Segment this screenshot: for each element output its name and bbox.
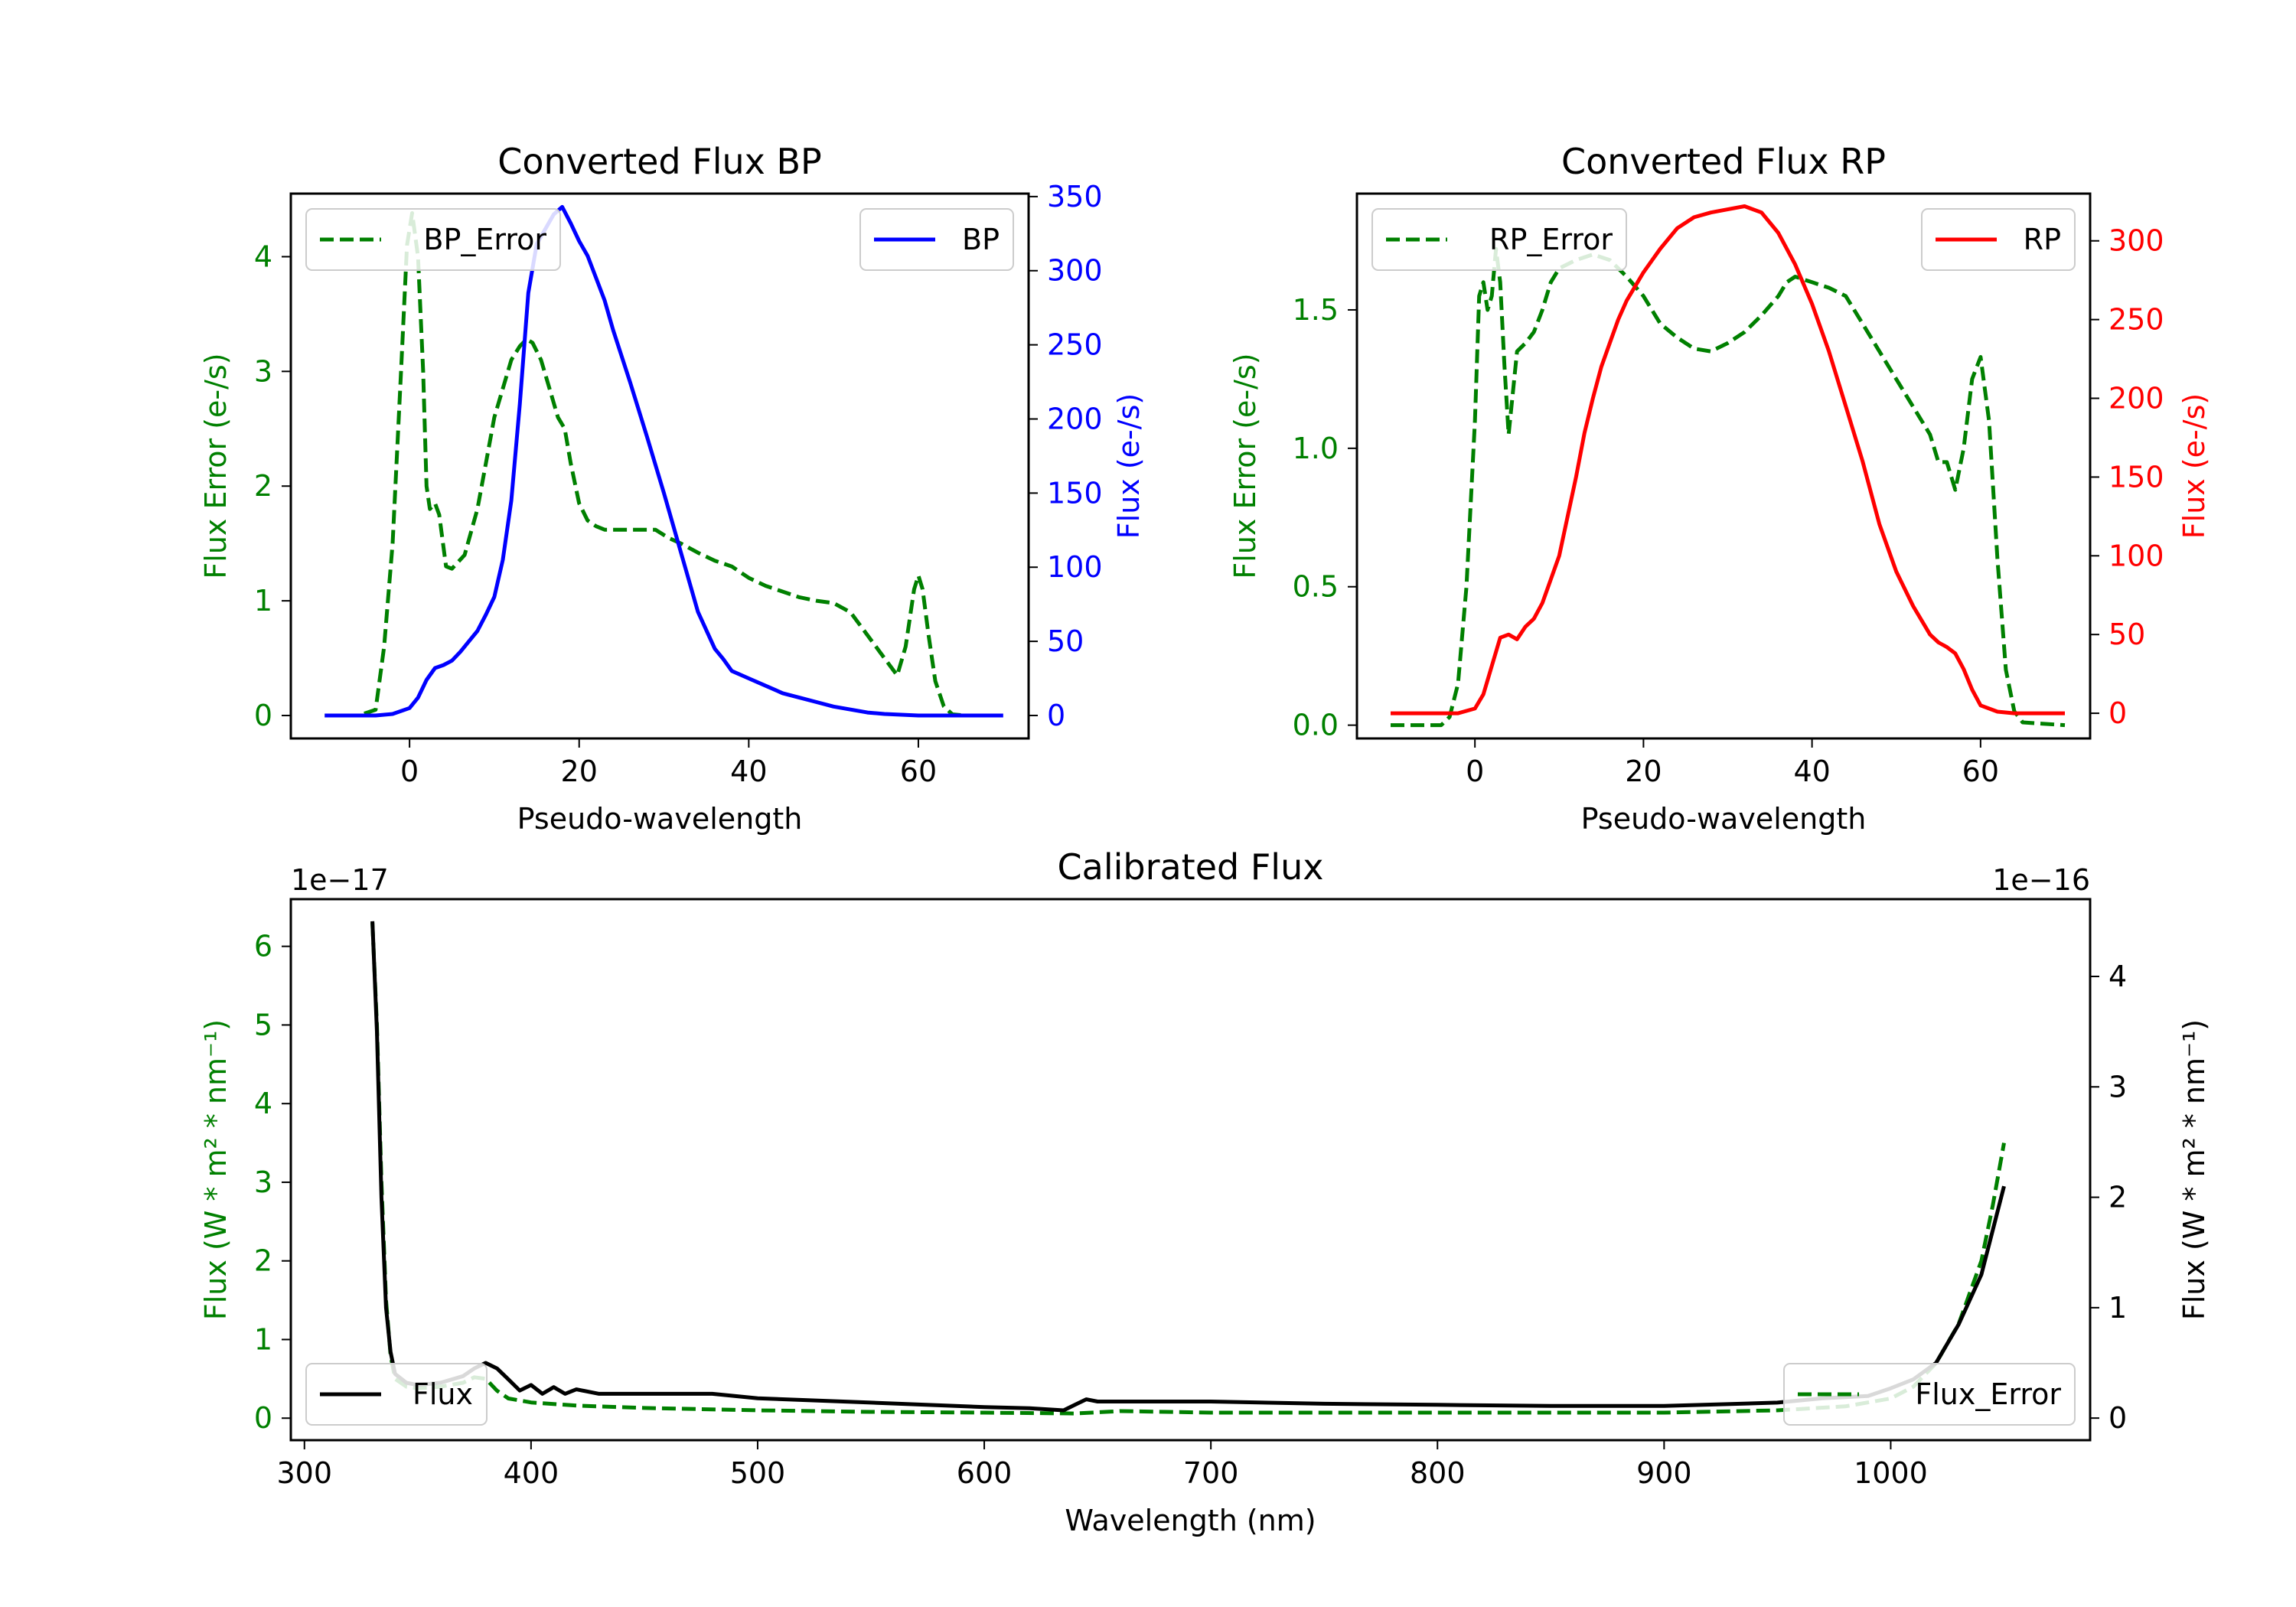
y-right-tick-label: 100 bbox=[1047, 550, 1103, 584]
series-line-rp-error bbox=[1391, 246, 2066, 728]
x-tick-label: 1000 bbox=[1854, 1456, 1928, 1490]
y-left-tick-label: 3 bbox=[254, 1165, 272, 1199]
x-tick-label: 60 bbox=[900, 755, 937, 788]
axes-frame bbox=[289, 192, 1030, 740]
y-right-axis-label: Flux (e-/s) bbox=[2177, 393, 2211, 539]
y-left-tick-label: 1.5 bbox=[1293, 293, 1339, 327]
x-axis-label: Pseudo-wavelength bbox=[517, 802, 803, 836]
y-left-tick-label: 2 bbox=[254, 469, 272, 503]
y-left-tick-label: 0 bbox=[254, 1401, 272, 1435]
y-right-tick-label: 50 bbox=[1047, 624, 1084, 658]
legend-rp-error-box bbox=[1371, 208, 1627, 271]
y-left-tick-label: 0 bbox=[254, 699, 272, 732]
y-left-axis-label: Flux Error (e-/s) bbox=[199, 353, 233, 579]
legend-rp-error-label: RP_Error bbox=[1489, 223, 1613, 256]
y-right-tick-label: 1 bbox=[2108, 1291, 2127, 1325]
x-tick-label: 400 bbox=[504, 1456, 559, 1490]
y-right-tick-label: 50 bbox=[2108, 618, 2145, 651]
x-tick-label: 20 bbox=[1625, 755, 1662, 788]
x-tick-label: 0 bbox=[1466, 755, 1484, 788]
legend-flux-error-box bbox=[1783, 1363, 2076, 1426]
x-tick-label: 0 bbox=[400, 755, 419, 788]
x-tick-label: 40 bbox=[730, 755, 767, 788]
y-left-tick-label: 1 bbox=[254, 1322, 272, 1356]
y-right-tick-label: 150 bbox=[2108, 460, 2164, 494]
x-tick-label: 300 bbox=[277, 1456, 333, 1490]
subplot-converted-flux-bp: 0 20 40 6001234050100150200250300350Convert… bbox=[199, 141, 1146, 836]
y-left-tick-label: 0.0 bbox=[1293, 709, 1339, 742]
series-line-bp bbox=[325, 204, 1003, 718]
y-right-tick-label: 3 bbox=[2108, 1070, 2127, 1103]
y-left-axis-label: Flux Error (e-/s) bbox=[1228, 353, 1262, 579]
axes-frame bbox=[1355, 192, 2092, 740]
x-tick-label: 800 bbox=[1410, 1456, 1466, 1490]
y-left-axis-label: Flux (W * m² * nm⁻¹) bbox=[199, 1019, 233, 1320]
x-tick-label: 600 bbox=[957, 1456, 1013, 1490]
x-tick-label: 60 bbox=[1962, 755, 1999, 788]
y-left-tick-label: 1 bbox=[254, 584, 272, 618]
legend-rp-box bbox=[1921, 208, 2076, 271]
y-right-tick-label: 0 bbox=[1047, 699, 1065, 732]
legend-flux-error-label: Flux_Error bbox=[1915, 1377, 2061, 1411]
y-left-tick-label: 3 bbox=[254, 354, 272, 388]
y-left-tick-label: 4 bbox=[254, 1087, 272, 1120]
y-right-axis-label: Flux (e-/s) bbox=[1112, 393, 1146, 539]
y-right-tick-label: 0 bbox=[2108, 1401, 2127, 1435]
chart-title: Converted Flux BP bbox=[497, 141, 822, 182]
y-right-tick-label: 200 bbox=[2108, 382, 2164, 416]
y-left-tick-label: 5 bbox=[254, 1008, 272, 1041]
x-tick-label: 500 bbox=[730, 1456, 786, 1490]
x-axis-label: Pseudo-wavelength bbox=[1581, 802, 1867, 836]
y-right-tick-label: 150 bbox=[1047, 476, 1103, 510]
chart-title: Converted Flux RP bbox=[1561, 141, 1886, 182]
y-left-tick-label: 0.5 bbox=[1293, 570, 1339, 604]
axes-frame bbox=[289, 898, 2092, 1442]
legend-bp-error-box bbox=[305, 208, 561, 271]
y-right-offset-label: 1e−16 bbox=[1992, 863, 2090, 897]
series-line-flux bbox=[370, 921, 2006, 1413]
legend-rp-label: RP bbox=[2024, 223, 2061, 256]
legend-flux-box bbox=[305, 1363, 488, 1426]
x-axis-label: Wavelength (nm) bbox=[1065, 1504, 1316, 1537]
series-line-rp bbox=[1391, 204, 2065, 715]
y-right-axis-label: Flux (W * m² * nm⁻¹) bbox=[2177, 1019, 2211, 1320]
y-right-tick-label: 4 bbox=[2108, 960, 2127, 993]
y-right-tick-label: 300 bbox=[2108, 224, 2164, 258]
subplot-converted-flux-rp: 0 20 40 60 0.0 0.5 1.0 1.5 0 50 100 150 200 250 300 Con… bbox=[1228, 141, 2211, 836]
x-tick-label: 900 bbox=[1636, 1456, 1692, 1490]
x-tick-label: 700 bbox=[1183, 1456, 1239, 1490]
y-right-tick-label: 100 bbox=[2108, 539, 2164, 572]
y-left-offset-label: 1e−17 bbox=[291, 863, 389, 897]
y-left-tick-label: 4 bbox=[254, 240, 272, 273]
y-right-tick-label: 200 bbox=[1047, 402, 1103, 435]
y-left-tick-label: 2 bbox=[254, 1244, 272, 1278]
y-right-tick-label: 300 bbox=[1047, 254, 1103, 288]
x-tick-label: 40 bbox=[1793, 755, 1830, 788]
y-left-tick-label: 1.0 bbox=[1293, 432, 1339, 465]
subplot-calibrated-flux: 300 400 500 600 700 800 900 1000 0 1 2 3 4 5 6 0 1 2 3 4 Cal… bbox=[199, 846, 2211, 1537]
legend-bp-label: BP bbox=[962, 223, 1000, 256]
series-line-bp-error bbox=[325, 211, 1003, 718]
legend-bp-box bbox=[859, 208, 1014, 271]
y-right-tick-label: 350 bbox=[1047, 180, 1103, 214]
series-line-flux-error bbox=[370, 922, 2006, 1416]
y-left-tick-label: 6 bbox=[254, 930, 272, 963]
y-right-tick-label: 250 bbox=[2108, 303, 2164, 337]
y-right-tick-label: 2 bbox=[2108, 1181, 2127, 1214]
legend-bp-error-label: BP_Error bbox=[423, 223, 546, 256]
y-right-tick-label: 250 bbox=[1047, 328, 1103, 362]
chart-title: Calibrated Flux bbox=[1058, 846, 1324, 888]
x-tick-label: 20 bbox=[561, 755, 598, 788]
y-right-tick-label: 0 bbox=[2108, 696, 2127, 730]
legend-flux-label: Flux bbox=[413, 1377, 473, 1411]
